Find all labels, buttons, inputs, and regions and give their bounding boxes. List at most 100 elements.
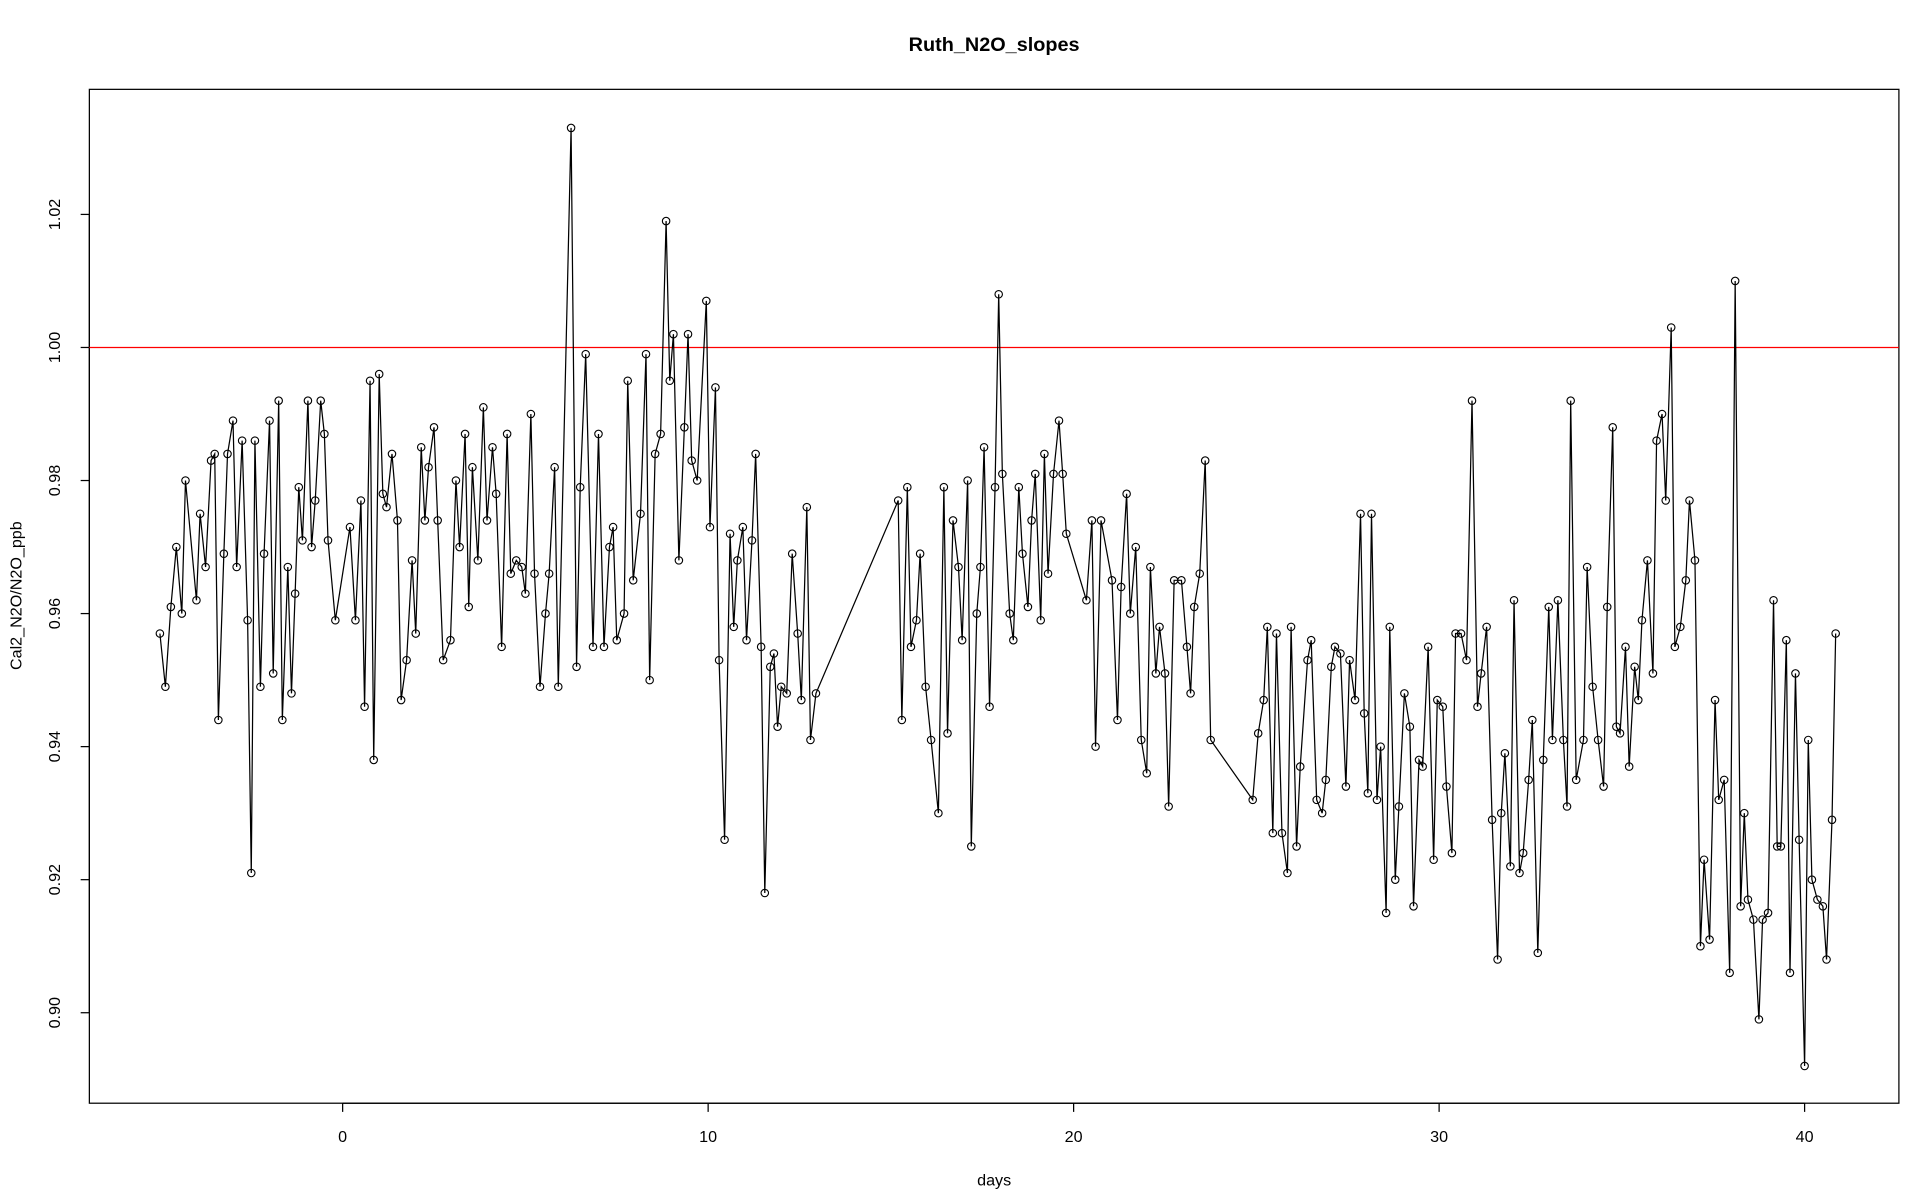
data-point <box>1807 875 1817 884</box>
data-point <box>1533 948 1543 958</box>
chart-title: Ruth_N2O_slopes <box>909 34 1080 56</box>
data-point <box>219 549 229 558</box>
data-point <box>1253 729 1263 738</box>
data-point <box>155 629 165 638</box>
data-point <box>1195 569 1205 578</box>
data-point <box>1295 762 1305 771</box>
data-point <box>674 556 684 565</box>
data-point <box>915 549 925 558</box>
data-point <box>351 615 360 625</box>
data-point <box>1637 615 1647 625</box>
data-point <box>1009 635 1018 645</box>
data-point <box>1321 775 1331 785</box>
data-point <box>738 522 748 532</box>
data-point <box>1524 775 1533 785</box>
data-point <box>903 482 912 492</box>
data-point <box>1286 622 1296 632</box>
data-point <box>1018 549 1027 558</box>
data-point <box>581 349 590 359</box>
data-point <box>1182 642 1192 652</box>
data-point <box>1263 622 1272 632</box>
data-point <box>650 449 660 459</box>
data-point <box>1363 788 1373 798</box>
data-point <box>369 755 378 765</box>
data-point <box>1652 436 1661 445</box>
data-point <box>232 562 241 572</box>
data-point <box>729 622 739 632</box>
data-point <box>464 602 474 612</box>
data-point <box>250 436 260 445</box>
data-point <box>393 516 402 525</box>
data-point <box>1476 669 1486 678</box>
data-point <box>1482 622 1491 632</box>
x-tick-label: 20 <box>1065 1128 1083 1146</box>
data-point <box>1579 735 1588 745</box>
data-point <box>511 556 521 565</box>
data-point <box>382 502 391 512</box>
data-point <box>278 715 287 725</box>
data-point <box>683 329 693 339</box>
data-point <box>265 416 274 425</box>
data-point <box>1730 276 1740 286</box>
data-point <box>1666 323 1676 332</box>
data-point <box>1142 768 1152 778</box>
data-point <box>455 542 464 552</box>
data-point <box>806 735 815 745</box>
data-point <box>976 562 985 572</box>
data-point <box>1791 669 1800 678</box>
data-point <box>256 682 265 692</box>
data-point <box>1409 902 1418 911</box>
data-point <box>407 556 417 565</box>
data-point <box>320 429 329 439</box>
data-point <box>438 655 448 665</box>
data-point <box>488 442 497 452</box>
data-point <box>177 609 187 618</box>
data-point <box>897 715 907 725</box>
data-point <box>1758 915 1767 924</box>
data-point <box>1394 802 1404 811</box>
data-point <box>760 888 770 898</box>
data-point <box>1719 775 1729 785</box>
data-point <box>1699 855 1709 865</box>
data-point <box>1509 595 1519 605</box>
data-point <box>356 496 366 505</box>
data-point <box>985 702 994 711</box>
data-point <box>747 536 757 545</box>
data-point <box>479 403 488 412</box>
data-point <box>502 429 512 439</box>
data-point <box>1624 762 1634 771</box>
data-point <box>773 722 782 731</box>
data-point <box>429 423 439 432</box>
data-point <box>733 556 742 565</box>
data-point <box>1418 762 1427 771</box>
data-point <box>411 629 421 638</box>
data-point <box>1696 941 1705 951</box>
data-point <box>1405 722 1415 731</box>
data-point <box>1058 469 1067 479</box>
data-point <box>612 635 622 645</box>
y-tick-label: 0.98 <box>46 465 64 496</box>
data-point <box>1330 642 1340 652</box>
data-point <box>756 642 766 652</box>
data-point <box>566 123 576 133</box>
data-point <box>1155 622 1164 632</box>
data-point <box>172 542 181 552</box>
data-point <box>482 516 492 525</box>
data-point <box>1754 1015 1764 1024</box>
data-line <box>159 127 1837 1066</box>
data-point <box>433 516 442 525</box>
data-point <box>1206 735 1215 745</box>
data-point <box>1690 556 1700 565</box>
data-point <box>1336 649 1345 658</box>
data-point <box>1306 635 1316 645</box>
data-point <box>192 595 201 605</box>
data-point <box>237 436 247 445</box>
data-point <box>1566 396 1575 405</box>
data-point <box>1630 662 1639 672</box>
data-point <box>541 609 550 618</box>
data-point <box>1113 715 1122 725</box>
data-point <box>1473 702 1482 711</box>
data-point <box>243 615 252 625</box>
data-point <box>1818 902 1828 911</box>
